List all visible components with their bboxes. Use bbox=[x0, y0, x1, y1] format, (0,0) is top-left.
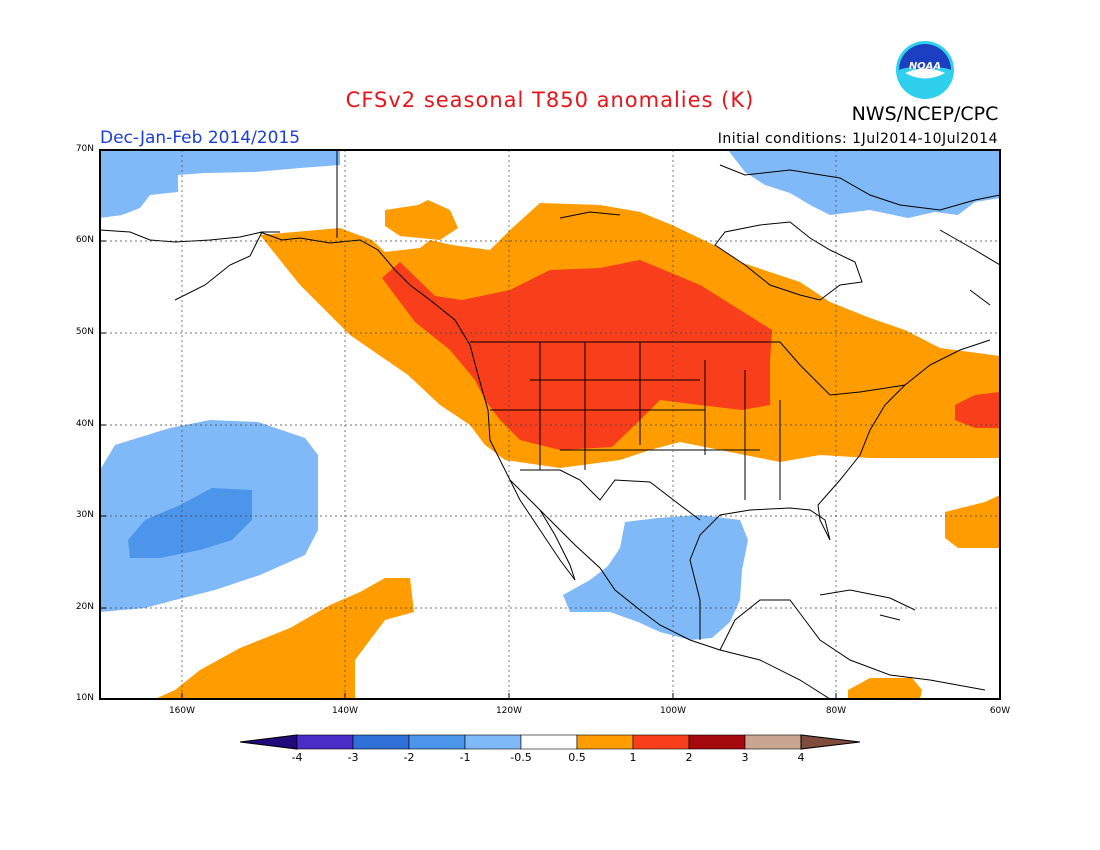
colorbar-end-low bbox=[239, 734, 298, 750]
lon-label: 160W bbox=[168, 706, 196, 716]
colorbar-segment bbox=[632, 734, 690, 750]
colorbar bbox=[239, 734, 861, 750]
coastline-central-america bbox=[719, 599, 986, 691]
anomaly-region-atlantic-core bbox=[955, 392, 1000, 428]
border-us-canada bbox=[470, 341, 906, 396]
coastline-gulf bbox=[689, 339, 991, 640]
anomaly-region-mexico bbox=[563, 515, 748, 640]
lat-label: 50N bbox=[75, 327, 94, 337]
map-title: CFSv2 seasonal T850 anomalies (K) bbox=[345, 88, 755, 112]
colorbar-label: 0.5 bbox=[568, 751, 586, 764]
anomaly-region-bering bbox=[100, 150, 340, 218]
graticule bbox=[100, 150, 1000, 699]
colorbar-segment bbox=[352, 734, 410, 750]
colorbar-label: 2 bbox=[685, 751, 693, 764]
agency-label: NWS/NCEP/CPC bbox=[851, 103, 999, 125]
border-us-mexico bbox=[520, 469, 701, 521]
colorbar-segment bbox=[408, 734, 466, 750]
coastline-hudson-bay bbox=[714, 221, 863, 301]
lat-label: 20N bbox=[75, 602, 94, 612]
anomaly-fields bbox=[100, 150, 1000, 699]
anomaly-region-interior bbox=[382, 260, 772, 450]
colorbar-segment bbox=[464, 734, 522, 750]
anomaly-region-caribbean bbox=[848, 678, 922, 699]
lon-label: 100W bbox=[659, 706, 687, 716]
initial-conditions: Initial conditions: 1Jul2014-10Jul2014 bbox=[717, 131, 998, 147]
coastline-arctic bbox=[559, 164, 1000, 306]
anomaly-region-hawaii-core bbox=[128, 488, 252, 558]
anomaly-region-subtropical-pacific bbox=[155, 578, 414, 699]
colorbar-segment bbox=[296, 734, 354, 750]
coastlines bbox=[100, 150, 1000, 699]
season-period: Dec-Jan-Feb 2014/2015 bbox=[100, 128, 301, 148]
lon-label: 80W bbox=[825, 706, 847, 716]
coastline-baja bbox=[509, 479, 576, 581]
colorbar-segment bbox=[520, 734, 578, 750]
border-states bbox=[490, 342, 781, 500]
colorbar-label: -1 bbox=[459, 751, 471, 764]
coastline-alaska bbox=[100, 229, 831, 699]
lat-label: 60N bbox=[75, 235, 94, 245]
colorbar-label: -3 bbox=[347, 751, 359, 764]
colorbar-segment bbox=[576, 734, 634, 750]
anomaly-region-atlantic bbox=[945, 495, 1000, 548]
lon-label: 60W bbox=[989, 706, 1011, 716]
negative-anomaly-regions bbox=[100, 150, 1000, 640]
lat-label: 30N bbox=[75, 510, 94, 520]
axis-ticks bbox=[100, 149, 1001, 700]
colorbar-end-high bbox=[800, 734, 861, 750]
colorbar-label: -4 bbox=[291, 751, 303, 764]
colorbar-label: 3 bbox=[741, 751, 749, 764]
noaa-logo-text: NOAA bbox=[908, 61, 942, 72]
strong-anomaly-regions bbox=[382, 260, 1000, 450]
colorbar-label: -0.5 bbox=[510, 751, 532, 764]
colorbar-label: 1 bbox=[629, 751, 637, 764]
lat-label: 70N bbox=[75, 144, 94, 154]
noaa-logo-icon bbox=[896, 41, 954, 99]
colorbar-label: -2 bbox=[403, 751, 415, 764]
coastline-caribbean bbox=[819, 589, 916, 621]
lat-label: 10N bbox=[75, 693, 94, 703]
lon-label: 140W bbox=[331, 706, 359, 716]
anomaly-region-arctic-canada bbox=[728, 150, 1000, 218]
colorbar-segment bbox=[744, 734, 802, 750]
lon-label: 120W bbox=[495, 706, 523, 716]
lat-label: 40N bbox=[75, 419, 94, 429]
anomaly-region-yukon-patch bbox=[385, 200, 458, 240]
colorbar-segment bbox=[688, 734, 746, 750]
colorbar-label: 4 bbox=[797, 751, 805, 764]
